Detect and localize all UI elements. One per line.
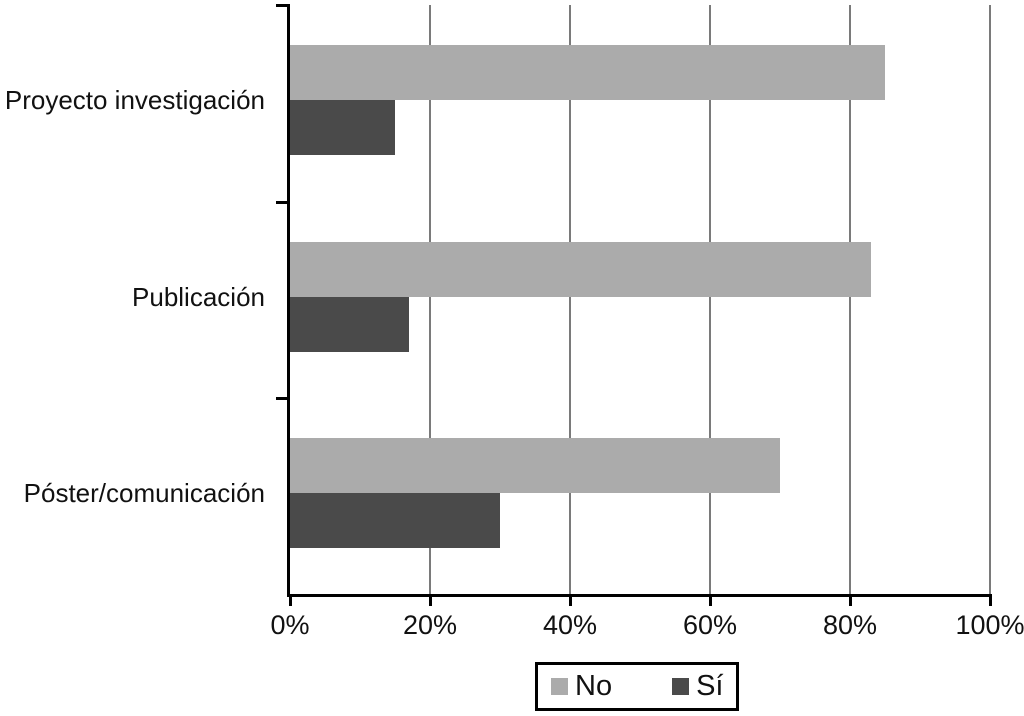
legend-label-si: Sí: [696, 670, 724, 702]
category-label-poster-comunicacion: Póster/comunicación: [23, 478, 265, 509]
x-tick-label-40: 40%: [542, 610, 598, 640]
x-tick-label-20: 20%: [402, 610, 458, 640]
x-axis-labels: 0% 20% 40% 60% 80% 100%: [270, 610, 1024, 645]
y-tick-0: [276, 4, 288, 7]
x-tick-0: [288, 596, 292, 606]
x-tick-20: [428, 596, 432, 606]
bar-no-category-1: [290, 241, 871, 297]
gridline-40: [569, 5, 571, 595]
gridline-20: [429, 5, 431, 595]
x-tick-60: [708, 596, 712, 606]
bar-sí-category-0: [290, 100, 395, 155]
legend-swatch-si: [672, 678, 690, 695]
x-tick-40: [568, 596, 572, 606]
x-axis-line: [287, 594, 992, 597]
x-tick-100: [988, 596, 992, 606]
y-tick-1: [276, 200, 288, 204]
y-axis-line: [287, 4, 290, 597]
y-tick-2: [276, 397, 288, 401]
legend-item-si: Sí: [672, 672, 723, 701]
gridline-60: [709, 5, 711, 595]
x-tick-label-100: 100%: [955, 610, 1024, 640]
bar-sí-category-1: [290, 296, 409, 352]
legend: No Sí: [535, 662, 740, 711]
gridline-100: [989, 5, 991, 595]
bar-sí-category-2: [290, 493, 500, 549]
plot-area: [290, 5, 991, 595]
x-tick-label-60: 60%: [682, 610, 738, 640]
x-tick-label-0: 0%: [270, 610, 310, 640]
legend-label-no: No: [575, 670, 613, 702]
category-label-proyecto-investigacion: Proyecto investigación: [4, 85, 265, 115]
legend-swatch-no: [551, 678, 568, 695]
bar-no-category-2: [290, 438, 780, 494]
bar-no-category-0: [290, 45, 885, 100]
x-tick-label-80: 80%: [822, 610, 878, 640]
x-tick-80: [848, 596, 852, 606]
category-label-publicacion: Publicación: [132, 281, 265, 312]
legend-item-no: No: [551, 672, 612, 701]
gridline-80: [849, 5, 851, 595]
